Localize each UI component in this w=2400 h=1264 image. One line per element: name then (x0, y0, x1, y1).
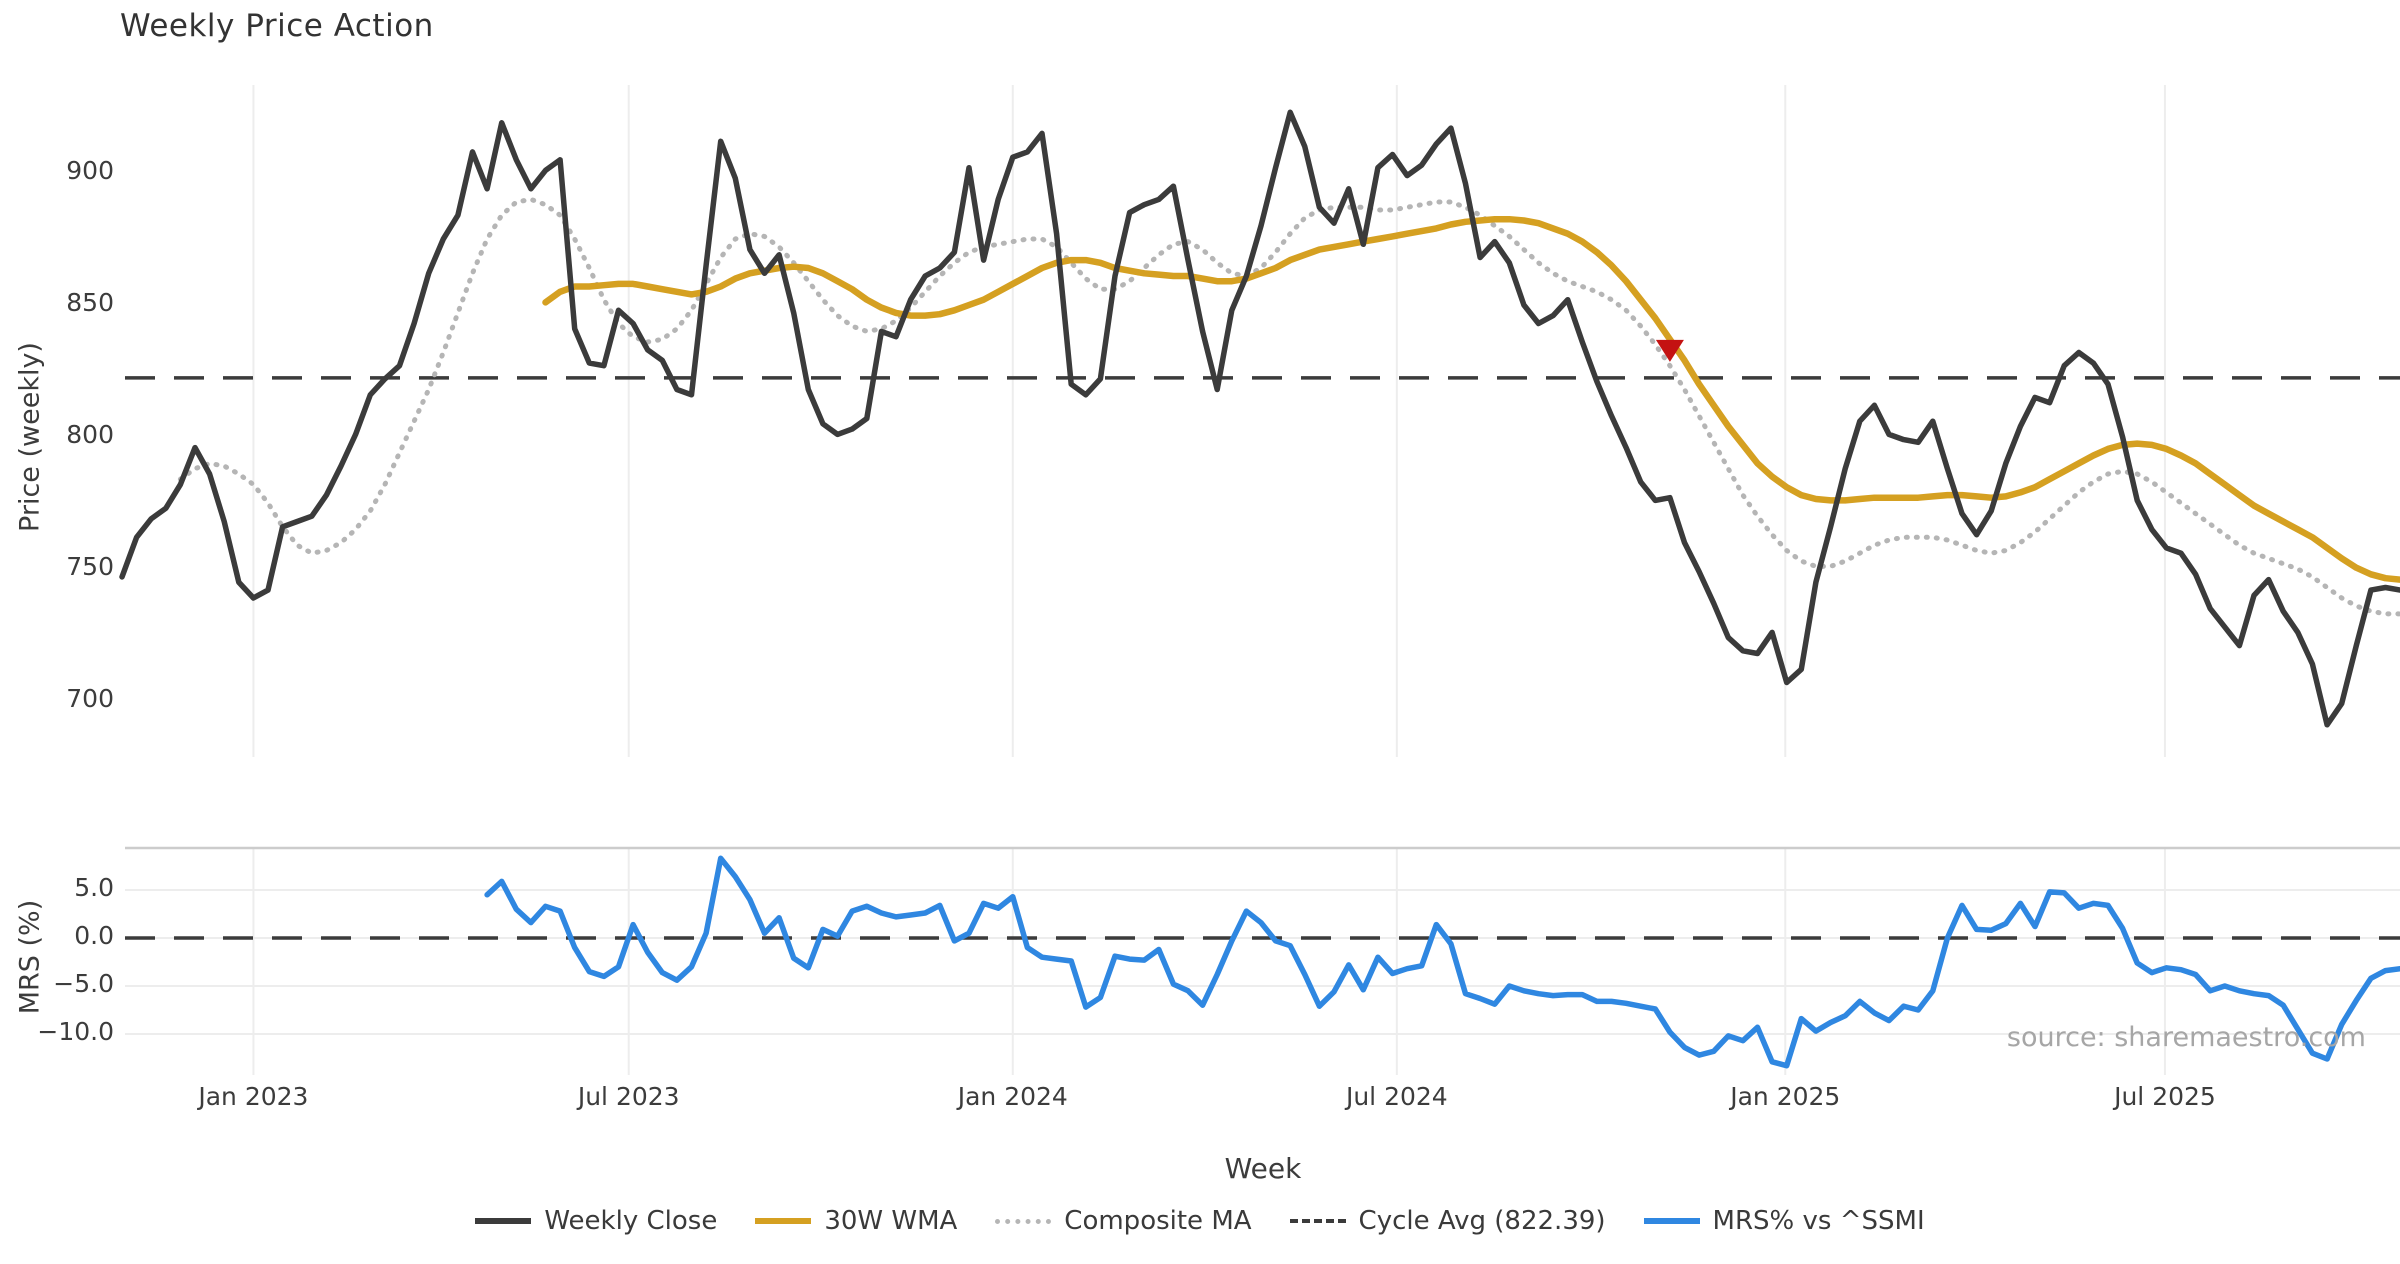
mrs-tick-label: 0.0 (14, 923, 114, 948)
x-tick-label: Jul 2025 (2075, 1084, 2255, 1109)
x-tick-label: Jul 2023 (539, 1084, 719, 1109)
source-watermark: source: sharemaestro.com (2007, 1022, 2366, 1053)
price-tick-label: 850 (14, 290, 114, 315)
wma-30w-line (546, 219, 2400, 579)
legend-label: Cycle Avg (822.39) (1359, 1206, 1606, 1236)
x-tick-label: Jan 2025 (1695, 1084, 1875, 1109)
price-tick-label: 800 (14, 422, 114, 447)
legend-item-composite-ma: Composite MA (995, 1206, 1251, 1236)
x-axis-label: Week (1225, 1152, 1302, 1185)
legend-item-mrs: MRS% vs ^SSMI (1644, 1206, 1925, 1236)
wma-line-sample (755, 1218, 811, 1224)
price-tick-label: 750 (14, 554, 114, 579)
mrs-axis-label: MRS (%) (15, 900, 46, 1015)
x-tick-label: Jan 2023 (163, 1084, 343, 1109)
legend-label: Weekly Close (544, 1206, 717, 1236)
cycle-avg-line-sample (1290, 1219, 1346, 1223)
mrs-line-sample (1644, 1218, 1700, 1224)
legend-label: MRS% vs ^SSMI (1713, 1206, 1925, 1236)
legend-label: 30W WMA (824, 1206, 957, 1236)
legend: Weekly Close 30W WMA Composite MA Cycle … (0, 1206, 2400, 1236)
price-tick-label: 700 (14, 686, 114, 711)
legend-item-cycle-avg: Cycle Avg (822.39) (1290, 1206, 1606, 1236)
legend-item-weekly-close: Weekly Close (475, 1206, 717, 1236)
mrs-tick-label: −10.0 (14, 1019, 114, 1044)
x-tick-label: Jul 2024 (1307, 1084, 1487, 1109)
legend-label: Composite MA (1064, 1206, 1251, 1236)
price-tick-label: 900 (14, 158, 114, 183)
weekly-close-line (122, 112, 2400, 725)
legend-item-30w-wma: 30W WMA (755, 1206, 957, 1236)
mrs-tick-label: 5.0 (14, 875, 114, 900)
composite-ma-line-sample (995, 1219, 1051, 1224)
x-tick-label: Jan 2024 (923, 1084, 1103, 1109)
mrs-tick-label: −5.0 (14, 971, 114, 996)
weekly-close-line-sample (475, 1218, 531, 1224)
